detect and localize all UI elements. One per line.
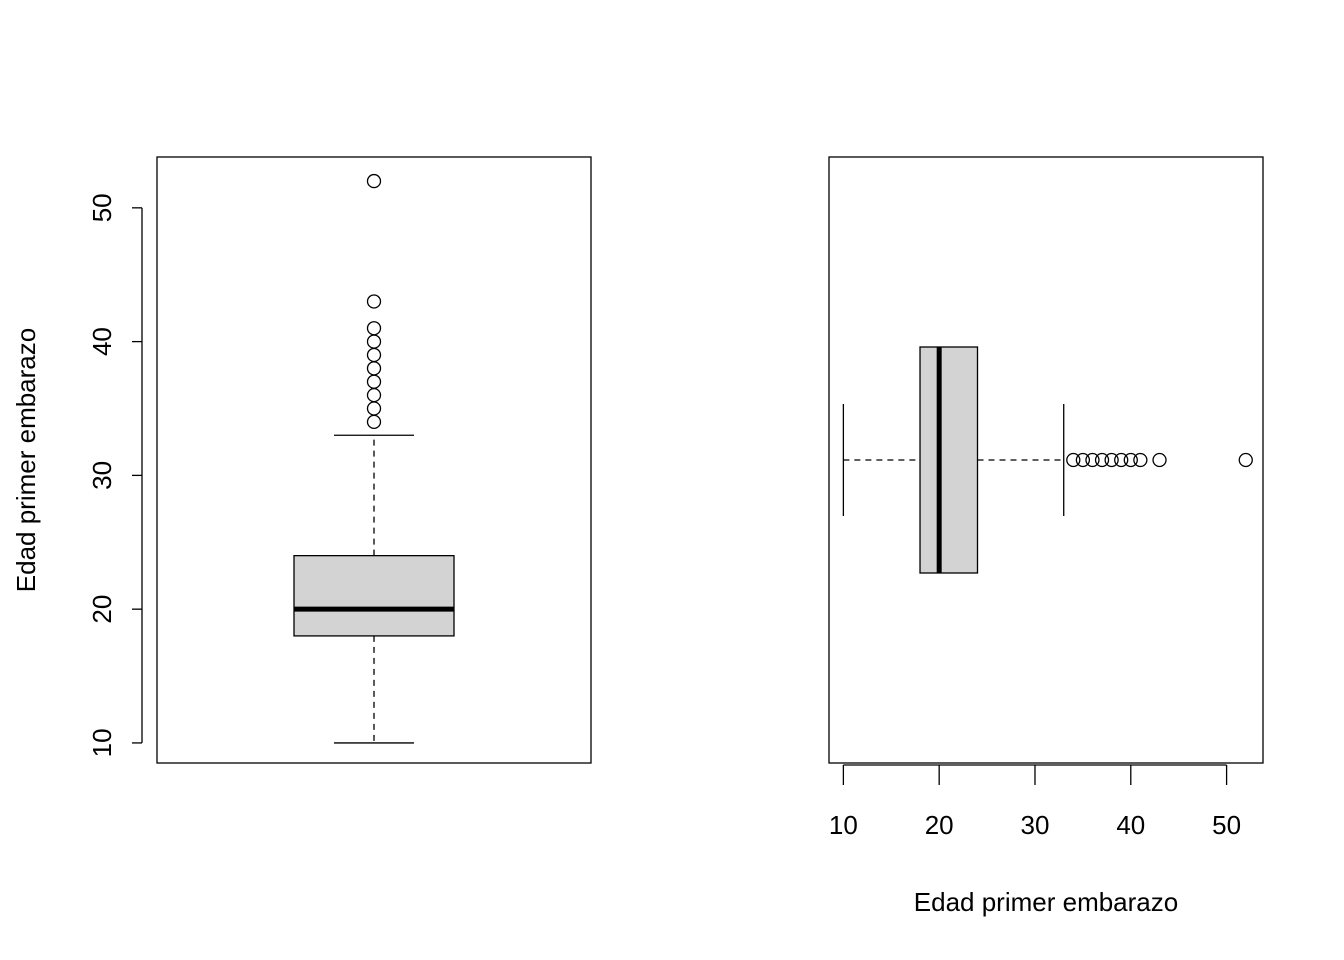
left-outlier-point [366, 321, 382, 336]
right-outlier-point [1123, 452, 1138, 468]
right-outlier-point [1075, 452, 1091, 468]
left-outlier-point [366, 401, 382, 416]
right-outlier-point [1238, 452, 1253, 468]
left-outlier-point [366, 361, 382, 376]
left-y-tick-label: 30 [87, 461, 117, 490]
left-y-tick-label: 10 [87, 728, 117, 757]
left-outlier-point [366, 173, 382, 189]
left-outlier-point [366, 294, 382, 309]
right-boxplot-marks [842, 346, 1253, 574]
right-plot-frame [828, 156, 1264, 764]
left-y-axis: 10 20 30 40 50 [87, 193, 143, 757]
right-boxplot-panel: 10 20 30 40 50 Edad primer embarazo [828, 156, 1264, 917]
right-outlier-point [1133, 452, 1148, 468]
right-outlier-point [1114, 452, 1129, 468]
left-outlier-point [366, 374, 382, 389]
left-outlier-point [366, 387, 382, 403]
right-box [919, 346, 979, 574]
right-outlier-point [1094, 452, 1110, 468]
right-x-axis: 10 20 30 40 50 [829, 764, 1241, 840]
right-x-tick-label: 40 [1116, 810, 1145, 840]
right-x-tick-label: 30 [1021, 810, 1050, 840]
right-outlier-point [1152, 452, 1167, 468]
right-x-axis-label: Edad primer embarazo [914, 887, 1178, 917]
left-outlier-point [366, 334, 382, 349]
right-outlier-point [1085, 452, 1100, 468]
right-outlier-point [1066, 452, 1081, 468]
left-y-tick-label: 50 [87, 193, 117, 222]
right-x-tick-label: 10 [829, 810, 858, 840]
left-y-tick-label: 40 [87, 327, 117, 356]
right-x-tick-label: 20 [925, 810, 954, 840]
left-boxplot-marks [293, 173, 455, 744]
left-y-tick-label: 20 [87, 595, 117, 624]
left-plot-frame [156, 156, 592, 764]
right-outlier-point [1104, 452, 1119, 468]
left-y-axis-label: Edad primer embarazo [11, 328, 41, 592]
left-boxplot-panel: 10 20 30 40 50 Edad primer embarazo [11, 156, 592, 764]
left-outlier-point [366, 347, 382, 363]
right-x-tick-label: 50 [1212, 810, 1241, 840]
left-outlier-point [366, 414, 382, 430]
left-box [293, 554, 455, 637]
